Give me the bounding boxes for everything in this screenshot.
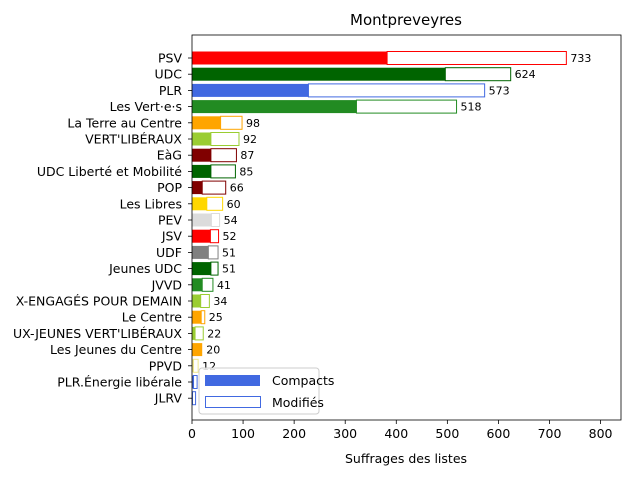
bar-compacts: [192, 149, 211, 162]
bar-modifies: [211, 214, 219, 227]
y-tick-label: X-ENGAGÉS POUR DEMAIN: [16, 294, 182, 309]
y-tick-label: VERT'LIBÉRAUX: [85, 132, 182, 147]
x-tick-label: 100: [231, 426, 255, 441]
x-tick-label: 700: [538, 426, 562, 441]
bar-value-label: 41: [217, 279, 231, 292]
bar-compacts: [192, 100, 356, 113]
bar-compacts: [192, 311, 201, 324]
bar-value-label: 733: [570, 52, 591, 65]
bar-value-label: 98: [246, 117, 260, 130]
y-tick-label: Les Libres: [120, 196, 182, 211]
bar-modifies: [221, 116, 242, 129]
y-tick-label: Jeunes UDC: [108, 261, 182, 276]
bar-compacts: [192, 214, 211, 227]
bar-compacts: [192, 133, 211, 146]
y-tick-label: UDF: [156, 245, 182, 260]
bar-value-label: 92: [243, 133, 257, 146]
bar-value-label: 20: [206, 344, 220, 357]
bar-value-label: 52: [223, 230, 237, 243]
y-tick-label: UDC Liberté et Mobilité: [37, 164, 182, 179]
bar-compacts: [192, 84, 308, 97]
x-tick-label: 0: [188, 426, 196, 441]
y-tick-label: JLRV: [154, 391, 183, 406]
bar-modifies: [202, 181, 225, 194]
bar-value-label: 85: [239, 165, 253, 178]
bar-compacts: [192, 262, 211, 275]
bar-value-label: 60: [227, 198, 241, 211]
bar-modifies: [308, 84, 484, 97]
y-tick-label: Le Centre: [122, 310, 183, 325]
bar-compacts: [192, 343, 202, 356]
y-tick-label: POP: [157, 180, 182, 195]
y-tick-label: UX-JEUNES VERT'LIBÉRAUX: [13, 326, 182, 341]
bars-layer: 733 624 573 518 98 92 87 85 66 60 54 52 51 51 41 34 25 22…: [192, 52, 591, 405]
legend-label-modifies: Modifiés: [272, 395, 324, 410]
x-tick-label: 600: [486, 426, 510, 441]
bar-compacts: [192, 295, 201, 308]
x-tick-label: 500: [435, 426, 459, 441]
bar-value-label: 87: [240, 149, 254, 162]
bar-modifies: [445, 68, 510, 81]
bar-compacts: [192, 165, 211, 178]
chart-title: Montpreveyres: [350, 11, 462, 29]
y-tick-label: Les Jeunes du Centre: [50, 342, 182, 357]
legend-swatch-modifies: [206, 397, 261, 408]
bar-modifies: [387, 52, 566, 65]
y-tick-label: PPVD: [149, 358, 182, 373]
bar-value-label: 518: [461, 101, 482, 114]
bar-compacts: [192, 230, 210, 243]
x-tick-label: 200: [282, 426, 306, 441]
bar-modifies: [201, 295, 210, 308]
bar-modifies: [210, 230, 218, 243]
y-tick-label: PEV: [158, 213, 182, 228]
bar-modifies: [201, 311, 205, 324]
bar-compacts: [192, 68, 445, 81]
y-tick-label: PLR: [159, 83, 183, 98]
bar-value-label: 66: [230, 182, 244, 195]
bar-compacts: [192, 116, 221, 129]
bar-value-label: 54: [224, 214, 238, 227]
bar-value-label: 51: [222, 263, 236, 276]
y-tick-label: UDC: [154, 67, 182, 82]
bar-value-label: 573: [489, 84, 510, 97]
bar-modifies: [211, 133, 239, 146]
bar-compacts: [192, 278, 202, 291]
bar-value-label: 25: [209, 311, 223, 324]
x-tick-label: 400: [384, 426, 408, 441]
x-tick-label: 300: [333, 426, 357, 441]
bar-modifies: [194, 376, 198, 389]
x-axis-label: Suffrages des listes: [345, 451, 467, 466]
bar-value-label: 624: [515, 68, 536, 81]
bar-modifies: [195, 327, 203, 340]
y-tick-label: PLR.Énergie libérale: [57, 375, 182, 390]
y-tick-label: JVVD: [151, 277, 182, 292]
bar-modifies: [211, 149, 237, 162]
bar-compacts: [192, 181, 202, 194]
y-tick-label: PSV: [158, 51, 182, 66]
bar-modifies: [194, 359, 199, 372]
bar-modifies: [207, 197, 223, 210]
bar-value-label: 51: [222, 246, 236, 259]
y-tick-label: Les Vert·e·s: [110, 99, 182, 114]
legend: Compacts Modifiés: [199, 368, 334, 414]
bar-compacts: [192, 246, 208, 259]
legend-label-compacts: Compacts: [272, 373, 334, 388]
bar-compacts: [192, 52, 387, 65]
y-tick-label: JSV: [161, 229, 183, 244]
bar-compacts: [192, 197, 207, 210]
bar-value-label: 22: [207, 327, 221, 340]
y-tick-label: EàG: [157, 148, 182, 163]
bar-value-label: 34: [213, 295, 227, 308]
bar-modifies: [211, 165, 236, 178]
bar-modifies: [356, 100, 456, 113]
bar-modifies: [193, 392, 196, 405]
bar-modifies: [211, 262, 218, 275]
x-tick-label: 800: [589, 426, 613, 441]
legend-swatch-compacts: [205, 375, 260, 386]
bar-modifies: [208, 246, 218, 259]
y-tick-label: La Terre au Centre: [67, 115, 182, 130]
bar-modifies: [202, 278, 213, 291]
